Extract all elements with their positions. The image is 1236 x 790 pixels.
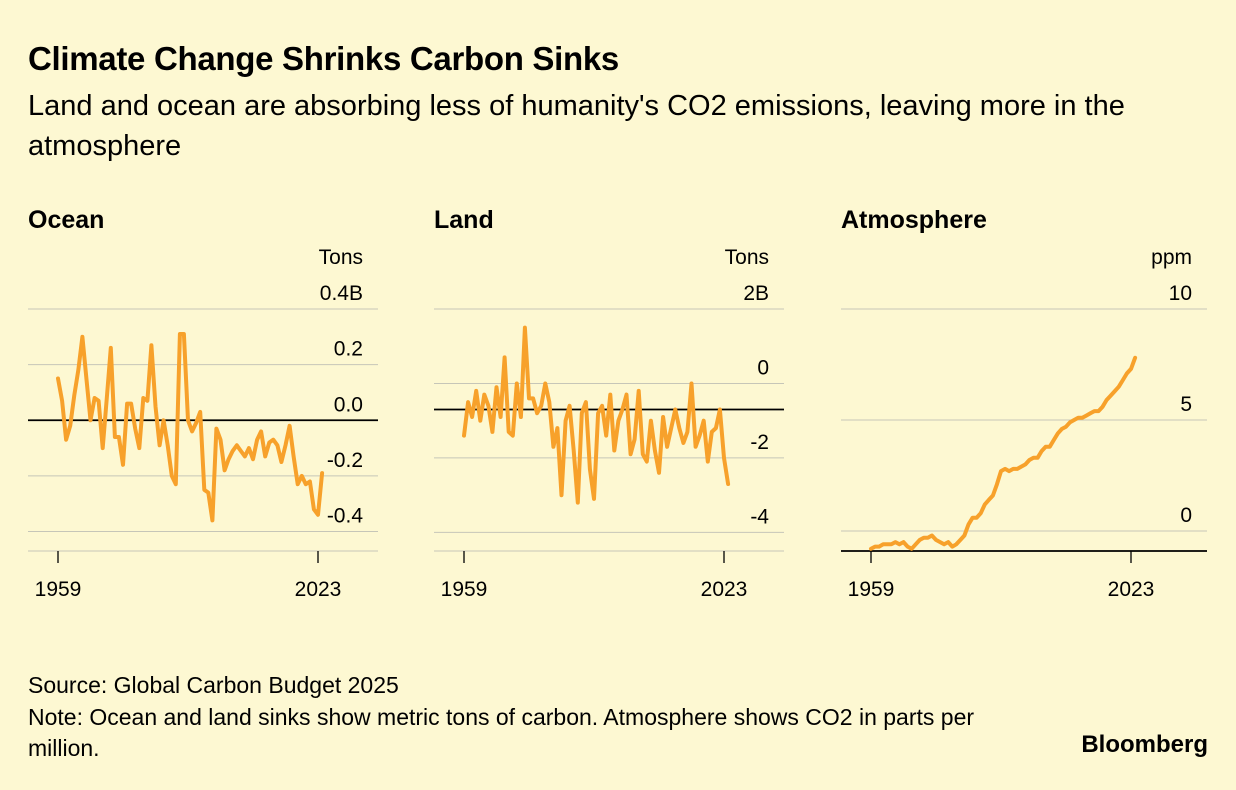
land-panel-title: Land: [434, 206, 494, 234]
atmosphere-x-tick-label: 1959: [848, 578, 895, 601]
atmosphere-y-tick-label: 5: [1180, 393, 1192, 416]
chart-title: Climate Change Shrinks Carbon Sinks: [28, 40, 619, 77]
ocean-x-tick-label: 2023: [295, 578, 342, 601]
atmosphere-x-tick-label: 2023: [1108, 578, 1155, 601]
ocean-y-tick-label: -0.4: [327, 505, 364, 528]
land-x-tick-label: 1959: [441, 578, 488, 601]
source-note: Source: Global Carbon Budget 2025: [28, 672, 399, 698]
ocean-y-tick-label: 0.4B: [320, 282, 363, 305]
ocean-x-tick-label: 1959: [35, 578, 82, 601]
ocean-y-tick-label: 0.0: [334, 393, 363, 416]
ocean-unit-label: Tons: [319, 246, 363, 269]
bloomberg-logo: Bloomberg: [1081, 731, 1208, 758]
ocean-series-line: [56, 332, 325, 523]
atmosphere-unit-label: ppm: [1151, 246, 1192, 269]
land-series-line: [462, 325, 731, 505]
atmosphere-panel-title: Atmosphere: [841, 206, 987, 234]
land-x-tick-label: 2023: [701, 578, 748, 601]
atmosphere-series-line: [869, 355, 1138, 551]
land-unit-label: Tons: [725, 246, 769, 269]
atmosphere-y-tick-label: 10: [1169, 282, 1192, 305]
ocean-panel-title: Ocean: [28, 206, 104, 234]
ocean-y-tick-label: -0.2: [327, 449, 363, 472]
land-y-tick-label: -2: [750, 431, 769, 454]
atmosphere-y-tick-label: 0: [1180, 504, 1192, 527]
land-y-tick-label: 0: [757, 356, 769, 379]
ocean-y-tick-label: 0.2: [334, 338, 363, 361]
land-y-tick-label: -4: [750, 505, 769, 528]
footnote: Note: Ocean and land sinks show metric t…: [28, 704, 975, 761]
land-y-tick-label: 2B: [743, 282, 769, 305]
chart-subtitle: Land and ocean are absorbing less of hum…: [28, 90, 1125, 162]
